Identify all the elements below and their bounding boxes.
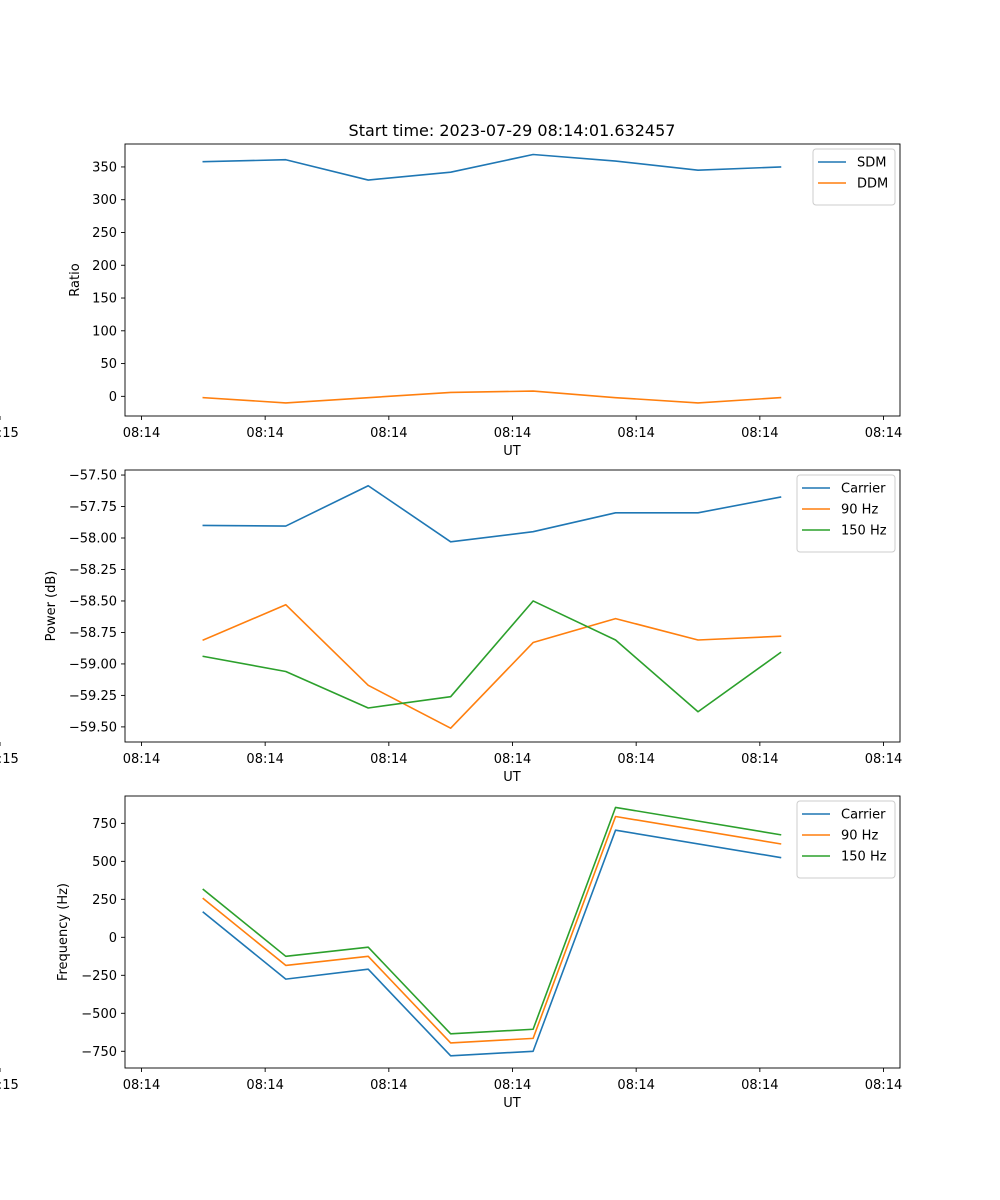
x-tick-label: 08:14: [865, 1078, 902, 1093]
legend-entry: Carrier: [841, 482, 886, 497]
legend-entry: 150 Hz: [841, 850, 887, 865]
x-tick-label: 08:14: [246, 426, 283, 441]
x-tick-label: 08:14: [741, 1078, 778, 1093]
y-tick-label: 100: [92, 324, 117, 339]
x-tick-label: 08:14: [741, 426, 778, 441]
y-tick-label: −57.75: [69, 500, 117, 515]
y-tick-label: 350: [92, 160, 117, 175]
y-tick-label: 300: [92, 193, 117, 208]
legend-box: [812, 148, 896, 206]
x-tick-label: 08:14: [246, 752, 283, 767]
y-axis-label: Frequency (Hz): [56, 883, 71, 981]
x-tick-label: 08:14: [617, 426, 654, 441]
series-line-150-hz: [202, 806, 782, 1035]
panel-2: −59.50 −59.25 −59.00 −58.75 −58.50 −58.25 −58.…: [0, 469, 902, 785]
y-tick-label: −58.25: [69, 563, 117, 578]
y-tick-label: −59.00: [69, 657, 117, 672]
y-tick-label: 50: [100, 357, 117, 372]
legend-2: Carrier 90 Hz 150 Hz: [796, 474, 896, 553]
y-tick-label: −59.50: [69, 720, 117, 735]
legend-entry: SDM: [857, 156, 886, 171]
y-tick-label: −58.00: [69, 532, 117, 547]
legend-entry: 150 Hz: [841, 524, 887, 539]
panel-1: 0 50 100 150 200 250 300 350 08:14 08:14 08:14 08:1…: [0, 143, 902, 459]
y-tick-label: 500: [92, 855, 117, 870]
y-tick-label: 0: [109, 390, 117, 405]
y-tick-label: 250: [92, 893, 117, 908]
y-tick-label: −250: [81, 969, 117, 984]
legend-box: [796, 800, 896, 879]
y-tick-label: −57.50: [69, 469, 117, 484]
y-tick-label: −58.75: [69, 626, 117, 641]
x-tick-label: 08:14: [617, 1078, 654, 1093]
y-tick-label: 150: [92, 292, 117, 307]
x-tick-label: 08:14: [865, 752, 902, 767]
y-tick-label: −59.25: [69, 689, 117, 704]
x-tick-label: 08:15: [0, 752, 19, 767]
x-tick-label: 08:14: [494, 1078, 531, 1093]
legend-entry: DDM: [857, 177, 888, 192]
x-axis-label: UT: [503, 444, 521, 459]
series-line-sdm: [202, 153, 782, 181]
x-tick-label: 08:14: [246, 1078, 283, 1093]
legend-entry: 90 Hz: [841, 503, 878, 518]
x-tick-label: 08:14: [494, 752, 531, 767]
x-tick-label: 08:14: [123, 752, 160, 767]
legend-entry: 90 Hz: [841, 829, 878, 844]
x-tick-label: 08:14: [370, 426, 407, 441]
y-tick-label: 200: [92, 259, 117, 274]
x-tick-label: 08:14: [741, 752, 778, 767]
x-tick-label: 08:14: [123, 1078, 160, 1093]
y-tick-label: −750: [81, 1045, 117, 1060]
x-tick-label: 08:15: [0, 426, 19, 441]
series-line-90-hz: [202, 815, 782, 1044]
series-line-carrier: [202, 484, 782, 543]
series-line-150-hz: [202, 600, 782, 713]
x-tick-label: 08:14: [370, 1078, 407, 1093]
y-axis-label: Power (dB): [44, 571, 59, 642]
legend-entry: Carrier: [841, 808, 886, 823]
x-tick-label: 08:14: [370, 752, 407, 767]
figure-title: Start time: 2023-07-29 08:14:01.632457: [349, 121, 676, 140]
x-axis-label: UT: [503, 770, 521, 785]
x-tick-label: 08:14: [494, 426, 531, 441]
y-axis-label: Ratio: [68, 263, 83, 296]
legend-box: [796, 474, 896, 553]
series-line-ddm: [202, 390, 782, 404]
x-tick-label: 08:14: [617, 752, 654, 767]
x-axis-label: UT: [503, 1096, 521, 1111]
series-line-carrier: [202, 829, 782, 1057]
y-tick-label: 750: [92, 817, 117, 832]
legend-3: Carrier 90 Hz 150 Hz: [796, 800, 896, 879]
legend-1: SDM DDM: [812, 148, 896, 206]
panel-3: −750 −500 −250 0 250 500 750 08:14 08:14 08:14 08:…: [0, 795, 902, 1111]
y-tick-label: −500: [81, 1007, 117, 1022]
x-tick-label: 08:15: [0, 1078, 19, 1093]
y-tick-label: 250: [92, 226, 117, 241]
series-line-90-hz: [202, 603, 782, 729]
x-tick-label: 08:14: [123, 426, 160, 441]
y-tick-label: 0: [109, 931, 117, 946]
x-tick-label: 08:14: [865, 426, 902, 441]
y-tick-label: −58.50: [69, 594, 117, 609]
